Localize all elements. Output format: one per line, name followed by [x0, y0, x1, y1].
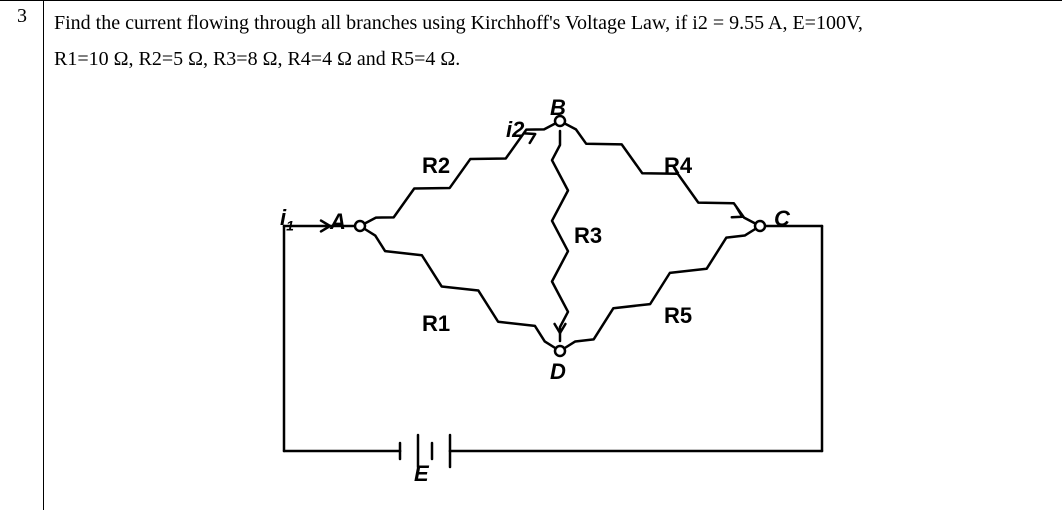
node-label-D: D: [550, 359, 566, 385]
node-label-B: B: [550, 95, 566, 121]
resistor-label-R1: R1: [422, 311, 450, 337]
question-line-2: R1=10 Ω, R2=5 Ω, R3=8 Ω, R4=4 Ω and R5=4…: [54, 48, 460, 70]
current-label-i2: i2: [506, 117, 524, 143]
question-line-1: Find the current flowing through all bra…: [54, 12, 863, 34]
resistor-label-R2: R2: [422, 153, 450, 179]
circuit-svg: [270, 101, 830, 491]
left-column-border: [0, 1, 44, 510]
node-label-A: A: [330, 209, 346, 235]
circuit-diagram: B A C D E R2 R4 R3 R1 R5 i2 i1: [270, 101, 830, 491]
resistor-label-R4: R4: [664, 153, 692, 179]
source-label-E: E: [414, 461, 429, 487]
current-label-i1: i1: [280, 205, 294, 233]
question-text: Find the current flowing through all bra…: [54, 5, 1052, 77]
resistor-label-R3: R3: [574, 223, 602, 249]
resistor-label-R5: R5: [664, 303, 692, 329]
current-label-i1-sub: 1: [286, 217, 294, 233]
question-number: 3: [0, 5, 44, 28]
page: 3 Find the current flowing through all b…: [0, 0, 1062, 510]
node-label-C: C: [774, 206, 790, 232]
